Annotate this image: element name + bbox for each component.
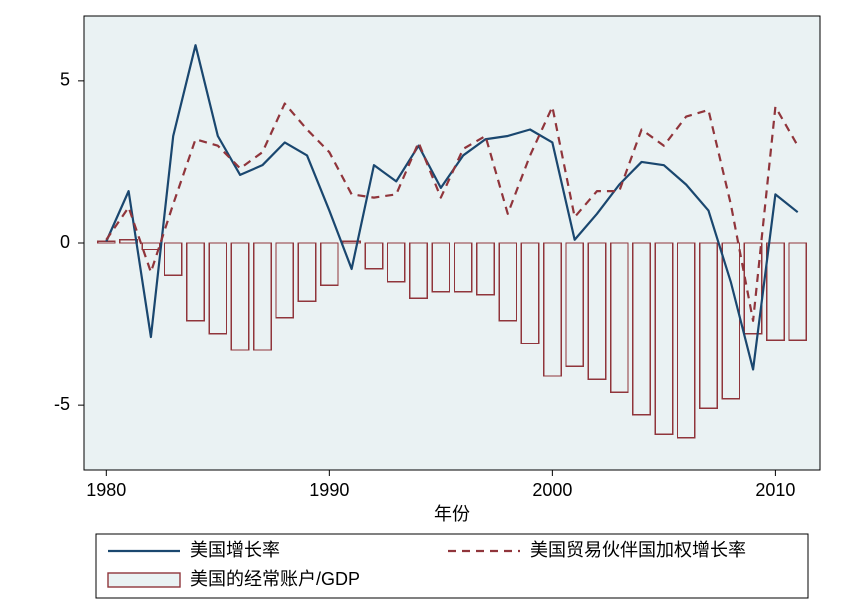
x-tick-label: 2010 — [755, 480, 795, 500]
bar — [677, 243, 694, 438]
bar — [165, 243, 182, 275]
bar — [142, 243, 159, 249]
chart-svg: -5 0 5 1980 1990 2000 2010 年份美国增长率 美国贸易伙伴国加权增长率美… — [0, 0, 848, 616]
bar — [298, 243, 315, 301]
y-tick-label: 5 — [60, 70, 70, 90]
bar — [187, 243, 204, 321]
bar — [499, 243, 516, 321]
bar — [454, 243, 471, 292]
legend-label: 美国贸易伙伴国加权增长率 — [530, 540, 746, 560]
chart-container: -5 0 5 1980 1990 2000 2010 年份美国增长率 美国贸易伙伴国加权增长率美… — [0, 0, 848, 616]
bar — [365, 243, 382, 269]
bar — [588, 243, 605, 379]
bar — [789, 243, 806, 340]
bar — [276, 243, 293, 318]
bar — [98, 241, 115, 243]
y-tick-label: 0 — [60, 232, 70, 252]
bar — [700, 243, 717, 408]
bar — [544, 243, 561, 376]
bar — [231, 243, 248, 350]
legend-label: 美国增长率 — [190, 540, 280, 560]
bar — [566, 243, 583, 366]
bar — [611, 243, 628, 392]
bar — [388, 243, 405, 282]
bar — [321, 243, 338, 285]
legend-label: 美国的经常账户/GDP — [190, 569, 360, 589]
x-tick-label: 2000 — [532, 480, 572, 500]
bar — [722, 243, 739, 399]
bar — [521, 243, 538, 344]
x-tick-label: 1990 — [309, 480, 349, 500]
bar — [120, 240, 137, 243]
x-axis-title: 年份 — [434, 504, 470, 524]
bar — [633, 243, 650, 415]
bar — [410, 243, 427, 298]
bar — [655, 243, 672, 434]
bar — [432, 243, 449, 292]
y-tick-label: -5 — [54, 394, 70, 414]
bar — [254, 243, 271, 350]
x-tick-label: 1980 — [86, 480, 126, 500]
bar — [477, 243, 494, 295]
bar — [767, 243, 784, 340]
legend-swatch-bar — [108, 573, 180, 587]
bar — [209, 243, 226, 334]
